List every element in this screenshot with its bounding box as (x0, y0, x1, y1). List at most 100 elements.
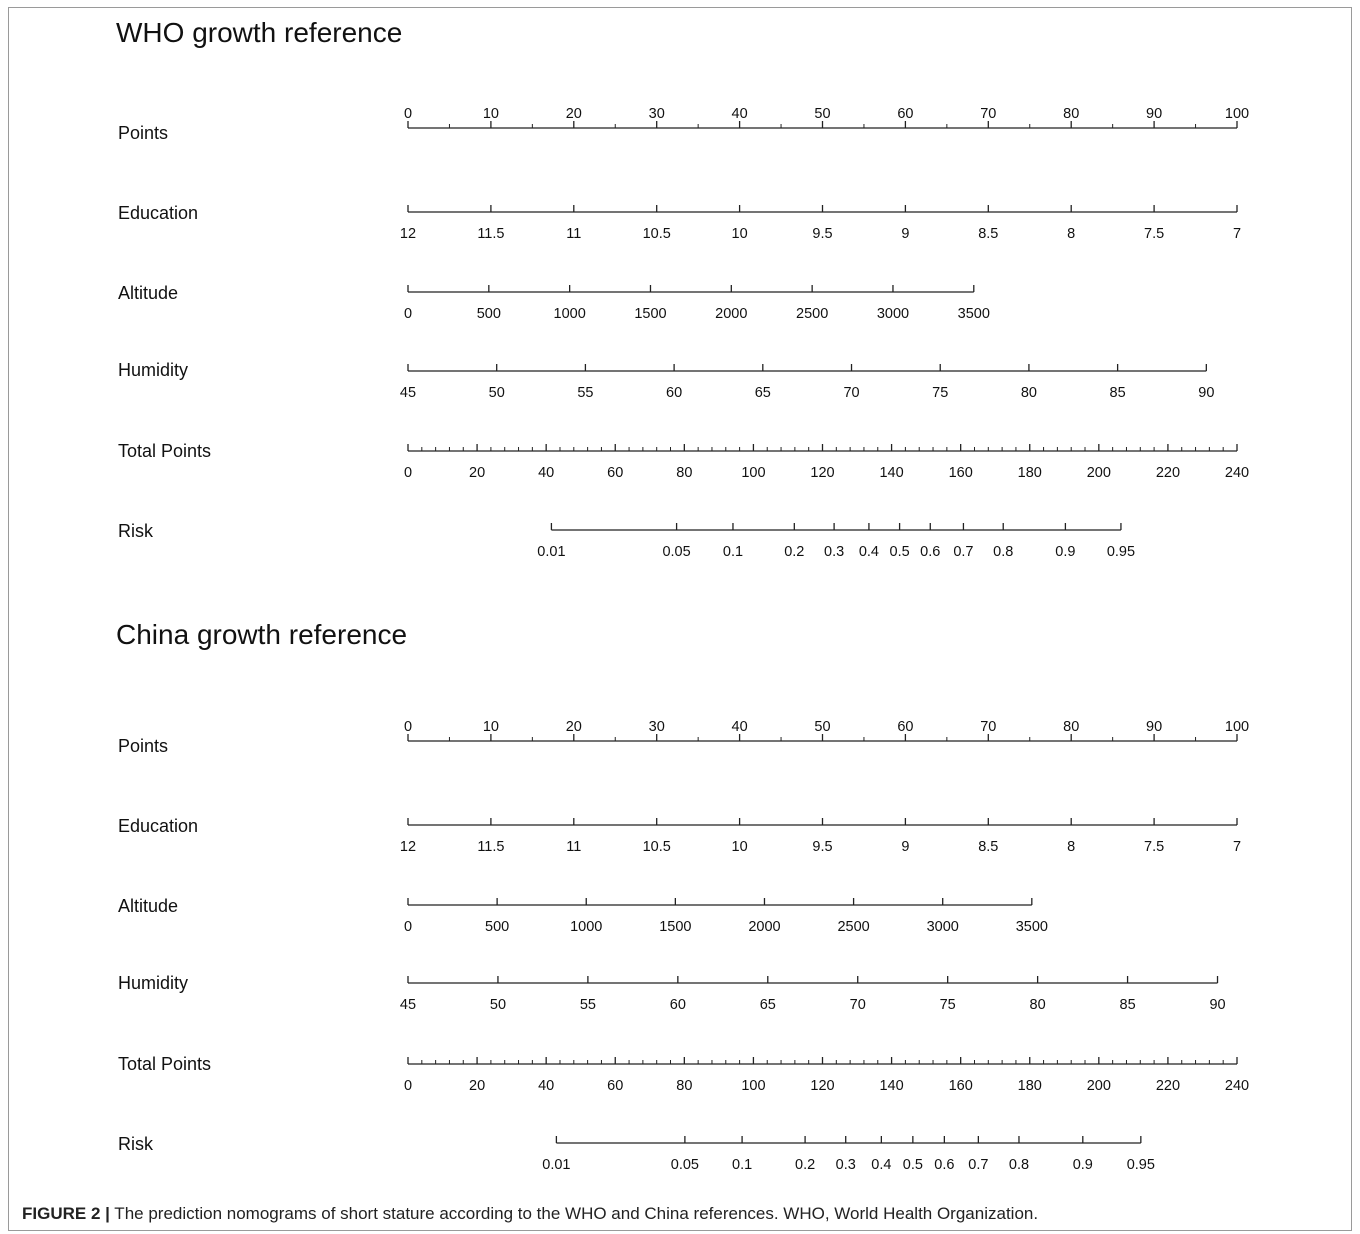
tick-label: 85 (1110, 385, 1126, 401)
tick-label: 2000 (748, 919, 780, 935)
tick-label: 1500 (659, 919, 691, 935)
tick-label: 8.5 (978, 839, 998, 855)
nomogram-row-risk: Risk 0.01 0.05 0.1 0.2 0.3 0.4 0.5 0.6 0.7 0.8 0.9 0… (118, 521, 1135, 560)
tick-label: 55 (577, 385, 593, 401)
tick-label: 9 (901, 839, 909, 855)
tick-label: 60 (607, 465, 623, 481)
tick-label: 0.9 (1055, 544, 1075, 560)
tick-label: 100 (741, 465, 765, 481)
tick-label: 80 (1063, 106, 1079, 122)
tick-label: 50 (814, 106, 830, 122)
tick-label: 0.01 (537, 544, 565, 560)
nomogram-row-points: Points 0 10 20 30 40 50 60 70 80 90 100 (118, 106, 1249, 143)
tick-label: 3500 (1016, 919, 1048, 935)
row-name: Altitude (118, 896, 178, 916)
tick-label: 240 (1225, 1078, 1249, 1094)
row-name: Risk (118, 1134, 154, 1154)
tick-label: 60 (607, 1078, 623, 1094)
figure-caption: FIGURE 2 | The prediction nomograms of s… (22, 1204, 1038, 1224)
nomogram-row-education: Education 12 11.5 11 10.5 10 9.5 9 8.5 8 7.5 7 (118, 203, 1241, 242)
tick-label: 0.7 (953, 544, 973, 560)
tick-label: 55 (580, 997, 596, 1013)
tick-label: 50 (814, 719, 830, 735)
tick-label: 0 (404, 106, 412, 122)
tick-label: 2500 (796, 306, 828, 322)
tick-label: 40 (732, 106, 748, 122)
tick-label: 9 (901, 226, 909, 242)
tick-label: 0.05 (662, 544, 690, 560)
tick-label: 1000 (554, 306, 586, 322)
tick-label: 0.95 (1127, 1157, 1155, 1173)
tick-label: 0.3 (824, 544, 844, 560)
tick-label: 50 (489, 385, 505, 401)
tick-label: 0.5 (890, 544, 910, 560)
tick-label: 11.5 (477, 839, 504, 855)
tick-label: 200 (1087, 465, 1111, 481)
tick-label: 12 (400, 226, 416, 242)
tick-label: 120 (810, 1078, 834, 1094)
tick-label: 60 (670, 997, 686, 1013)
tick-label: 80 (676, 465, 692, 481)
tick-label: 0.9 (1073, 1157, 1093, 1173)
panel-title: China growth reference (116, 619, 407, 650)
tick-label: 3000 (927, 919, 959, 935)
tick-label: 0.6 (934, 1157, 954, 1173)
row-name: Risk (118, 521, 154, 541)
who-nomogram-panel: WHO growth reference Points 0 10 20 30 40 50 60… (116, 17, 1249, 560)
tick-label: 20 (566, 106, 582, 122)
row-name: Total Points (118, 441, 211, 461)
tick-label: 20 (469, 465, 485, 481)
tick-label: 10 (483, 106, 499, 122)
row-name: Points (118, 123, 168, 143)
tick-label: 9.5 (812, 226, 832, 242)
tick-label: 240 (1225, 465, 1249, 481)
tick-label: 80 (676, 1078, 692, 1094)
tick-label: 70 (843, 385, 859, 401)
tick-label: 0.1 (732, 1157, 752, 1173)
tick-label: 0.95 (1107, 544, 1135, 560)
row-name: Education (118, 203, 198, 223)
tick-label: 20 (469, 1078, 485, 1094)
tick-label: 30 (649, 106, 665, 122)
figure-label: FIGURE 2 | (22, 1204, 110, 1223)
tick-label: 80 (1030, 997, 1046, 1013)
tick-label: 60 (897, 719, 913, 735)
tick-label: 0.2 (795, 1157, 815, 1173)
row-name: Points (118, 736, 168, 756)
tick-label: 9.5 (812, 839, 832, 855)
row-name: Total Points (118, 1054, 211, 1074)
tick-label: 140 (879, 465, 903, 481)
tick-label: 10 (483, 719, 499, 735)
tick-label: 0.01 (542, 1157, 570, 1173)
tick-label: 180 (1018, 465, 1042, 481)
tick-label: 90 (1209, 997, 1225, 1013)
nomogram-row-humidity: Humidity 45 50 55 60 65 70 75 80 85 90 (118, 973, 1226, 1013)
figure-caption-text: The prediction nomograms of short statur… (109, 1204, 1039, 1223)
tick-label: 0.6 (920, 544, 940, 560)
tick-label: 0.05 (671, 1157, 699, 1173)
tick-label: 100 (741, 1078, 765, 1094)
tick-label: 10 (732, 226, 748, 242)
tick-label: 0.7 (968, 1157, 988, 1173)
row-name: Education (118, 816, 198, 836)
tick-label: 1000 (570, 919, 602, 935)
tick-label: 70 (980, 106, 996, 122)
tick-label: 40 (538, 1078, 554, 1094)
tick-label: 60 (666, 385, 682, 401)
china-nomogram-panel: China growth reference Points 0 10 20 30 40 50… (116, 619, 1249, 1173)
tick-label: 10.5 (643, 226, 671, 242)
tick-label: 90 (1146, 719, 1162, 735)
tick-label: 3000 (877, 306, 909, 322)
tick-label: 40 (732, 719, 748, 735)
tick-label: 7.5 (1144, 226, 1164, 242)
tick-label: 7 (1233, 839, 1241, 855)
tick-label: 0.8 (1009, 1157, 1029, 1173)
panel-title: WHO growth reference (116, 17, 402, 48)
tick-label: 200 (1087, 1078, 1111, 1094)
tick-label: 100 (1225, 106, 1249, 122)
tick-label: 12 (400, 839, 416, 855)
nomogram-row-humidity: Humidity 45 50 55 60 65 70 75 80 85 90 (118, 360, 1214, 401)
tick-label: 0.4 (871, 1157, 891, 1173)
figure-frame (8, 7, 1352, 1231)
tick-label: 45 (400, 385, 416, 401)
